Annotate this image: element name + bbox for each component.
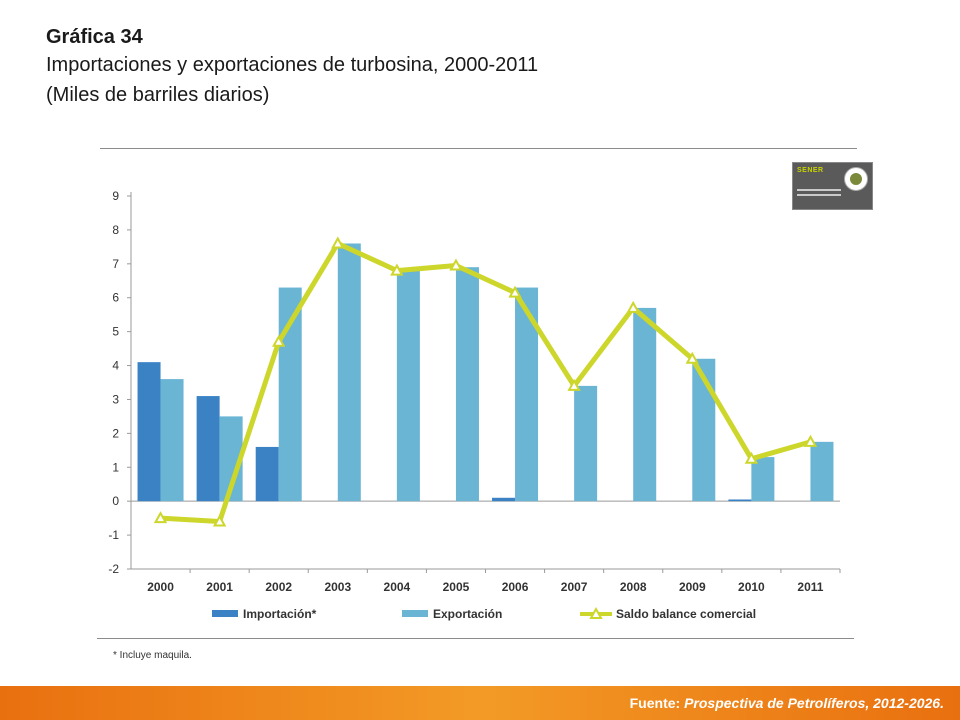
saldo-point [626, 300, 640, 313]
bar-importacion [255, 446, 279, 502]
saldo-point [272, 334, 286, 347]
x-tick-label: 2007 [561, 580, 588, 594]
saldo-point [390, 263, 404, 276]
y-tick-label: -2 [108, 562, 119, 576]
source-text: Fuente: Prospectiva de Petrolíferos, 201… [630, 695, 944, 711]
bar-exportacion [219, 416, 243, 502]
logo-subtext-lines [797, 189, 841, 199]
legend-label-exportacion: Exportación [433, 607, 502, 621]
y-tick-label: 9 [112, 189, 119, 203]
bar-exportacion [160, 379, 184, 502]
legend-label-saldo: Saldo balance comercial [616, 607, 756, 621]
y-tick-label: 4 [112, 359, 119, 373]
bar-exportacion [810, 441, 834, 502]
footnote: * Incluye maquila. [113, 650, 192, 661]
source-title: Prospectiva de Petrolíferos, 2012-2026. [684, 695, 944, 711]
bar-importacion [137, 362, 161, 502]
x-tick-label: 2002 [265, 580, 292, 594]
saldo-point [212, 514, 227, 527]
legend-swatch-importacion [212, 610, 238, 617]
bar-exportacion [633, 307, 657, 502]
footer-bar: Fuente: Prospectiva de Petrolíferos, 201… [0, 686, 960, 720]
bar-exportacion [515, 287, 539, 502]
bar-importacion [728, 499, 752, 502]
bar-exportacion [337, 243, 361, 502]
legend-swatch-exportacion [402, 610, 428, 617]
chart-title: Gráfica 34 [46, 26, 143, 48]
y-tick-label: 0 [112, 494, 119, 508]
legend-label-importacion: Importación* [243, 607, 317, 621]
x-tick-label: 2003 [324, 580, 351, 594]
bar-exportacion [455, 267, 479, 502]
x-tick-label: 2009 [679, 580, 706, 594]
logo-text: SENER [797, 167, 824, 174]
chart-units: (Miles de barriles diarios) [46, 84, 270, 106]
saldo-point [803, 434, 818, 447]
y-tick-label: 2 [112, 426, 119, 440]
y-tick-label: 3 [112, 392, 119, 406]
saldo-point [685, 351, 699, 364]
top-divider [100, 148, 857, 149]
saldo-point [567, 378, 581, 391]
bar-exportacion [574, 385, 598, 502]
chart-area: 9 8 7 6 5 4 3 2 1 0 -1 -2 2000 2001 2002 2003 2004 2005 20… [108, 189, 841, 621]
bottom-divider [97, 638, 854, 639]
bar-exportacion [278, 287, 302, 502]
bar-exportacion [396, 270, 420, 502]
x-tick-label: 2000 [147, 580, 174, 594]
y-tick-label: 7 [112, 257, 119, 271]
bar-importacion [492, 497, 516, 502]
bar-exportacion [692, 358, 716, 502]
bar-exportacion [751, 457, 775, 502]
x-tick-label: 2008 [620, 580, 647, 594]
saldo-line [160, 240, 812, 525]
x-tick-label: 2001 [206, 580, 233, 594]
x-tick-label: 2010 [738, 580, 765, 594]
saldo-point [449, 258, 463, 271]
saldo-point [508, 285, 522, 298]
saldo-point [331, 236, 345, 249]
saldo-point [153, 511, 168, 524]
y-tick-label: 5 [112, 325, 119, 339]
chart-subtitle: Importaciones y exportaciones de turbosi… [46, 54, 539, 76]
y-tick-label: 1 [112, 460, 119, 474]
saldo-point [744, 451, 759, 464]
x-tick-label: 2011 [797, 580, 823, 594]
x-tick-label: 2006 [502, 580, 529, 594]
y-tick-label: 8 [112, 223, 119, 237]
y-tick-label: 6 [112, 291, 119, 305]
source-prefix: Fuente: [629, 695, 685, 711]
title-block: Gráfica 34 Importaciones y exportaciones… [46, 24, 538, 110]
bar-importacion [196, 396, 220, 502]
sener-logo: SENER [792, 162, 873, 210]
x-tick-label: 2004 [384, 580, 411, 594]
x-tick-label: 2005 [443, 580, 470, 594]
legend-marker-saldo [589, 606, 603, 619]
y-tick-label: -1 [108, 528, 119, 542]
seal-icon [844, 167, 868, 191]
